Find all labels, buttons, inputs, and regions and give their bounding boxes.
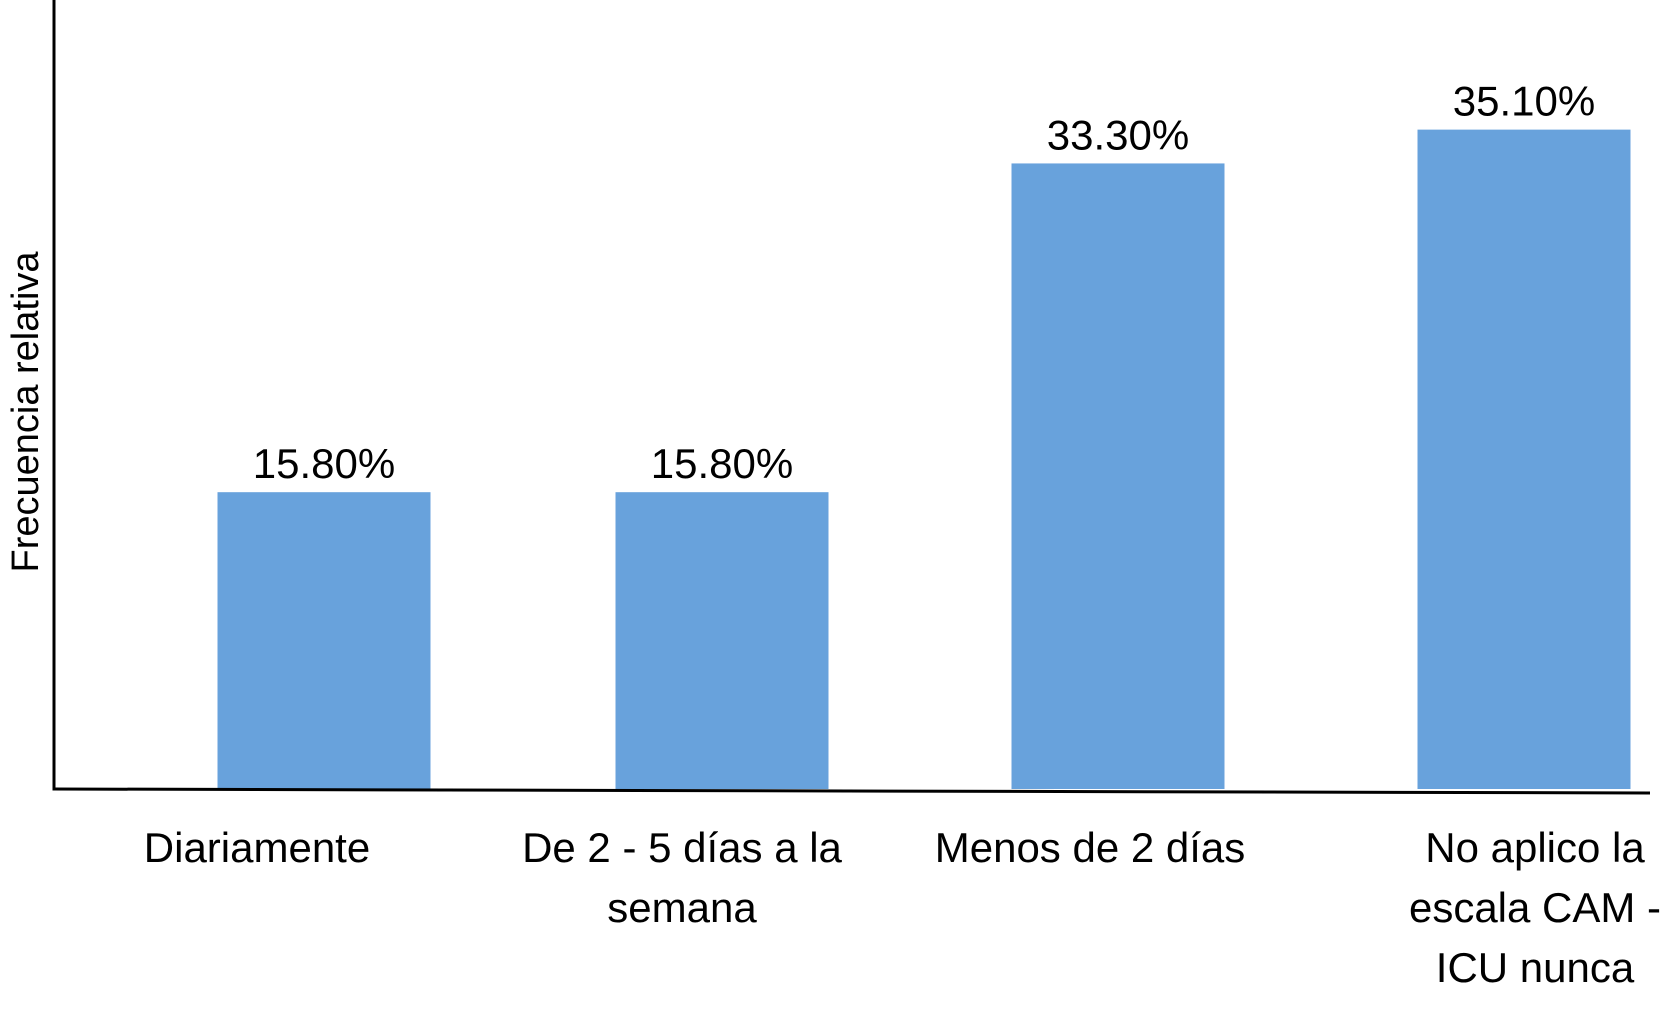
bars-layer [217,129,1631,789]
category-label-4-line-2: escala CAM - [1409,884,1661,931]
category-labels-layer: Diariamente De 2 - 5 días a la semana Menos… [144,824,1661,991]
category-label-4: No aplico la escala CAM - ICU nunca [1409,824,1661,991]
category-label-1-line-1: Diariamente [144,824,370,871]
category-label-2: De 2 - 5 días a la semana [522,824,842,931]
category-label-3: Menos de 2 días [935,824,1246,871]
category-label-2-line-1: De 2 - 5 días a la [522,824,842,871]
y-axis-title: Frecuencia relativa [5,251,47,573]
category-label-4-line-1: No aplico la [1425,824,1645,871]
x-axis-line [52,787,1651,795]
category-label-3-line-1: Menos de 2 días [935,824,1246,871]
category-label-2-line-2: semana [607,884,757,931]
bar-value-label-3: 33.30% [1047,111,1189,158]
bar-4 [1417,129,1631,789]
bar-2 [615,492,829,789]
category-label-1: Diariamente [144,824,370,871]
bar-3 [1011,163,1225,789]
category-label-4-line-3: ICU nunca [1436,944,1635,991]
bar-value-label-1: 15.80% [253,440,395,487]
bar-1 [217,492,431,789]
value-labels-layer: 15.80% 15.80% 33.30% 35.10% [253,78,1595,488]
bar-value-label-4: 35.10% [1453,78,1595,125]
axes-layer [52,0,1651,795]
bar-value-label-2: 15.80% [651,440,793,487]
